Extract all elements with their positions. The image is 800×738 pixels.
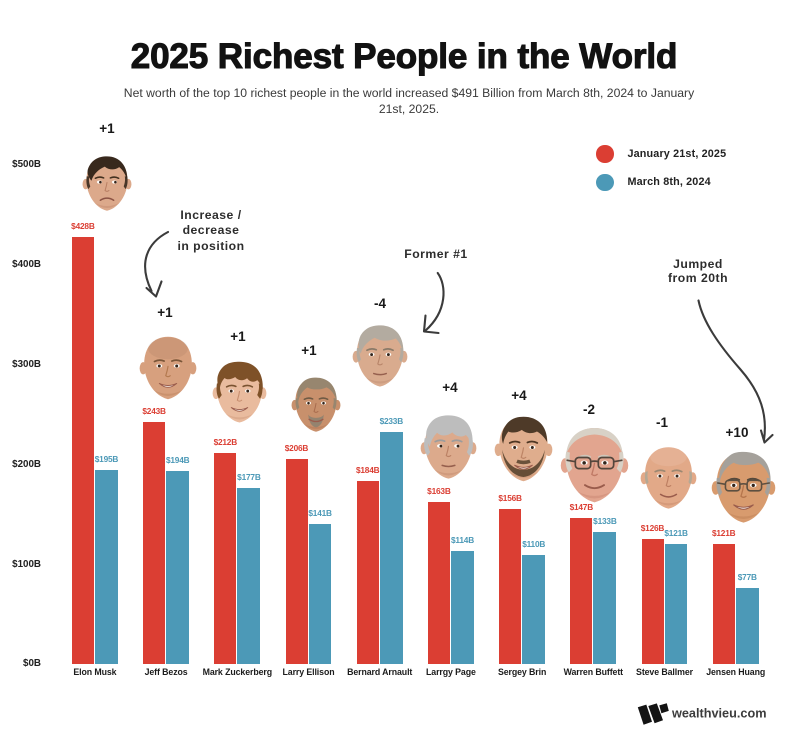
svg-text:wealthvieu.com: wealthvieu.com (671, 707, 766, 721)
